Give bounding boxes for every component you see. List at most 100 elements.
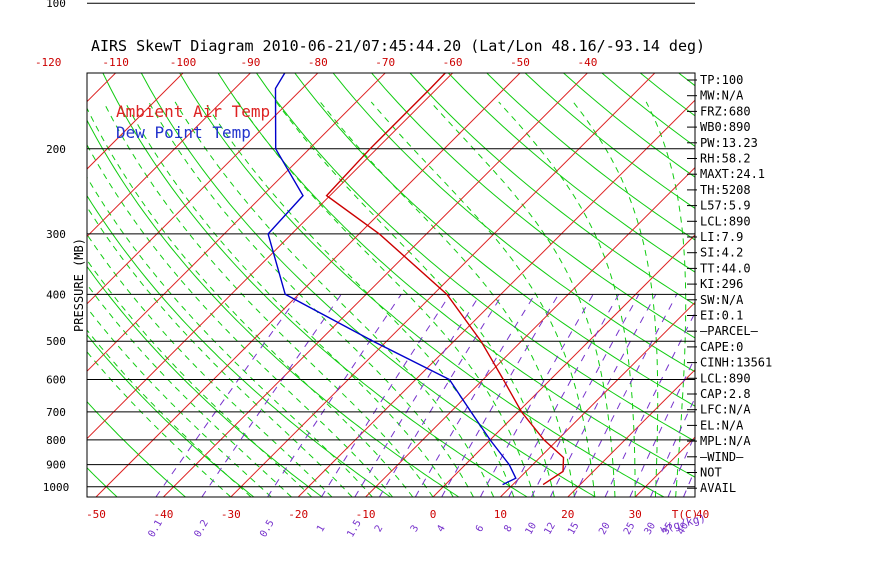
temp-tick-label-bottom: -10 [356,508,376,521]
isotherm [0,3,388,497]
chart-title: AIRS SkewT Diagram 2010-06-21/07:45:44.2… [91,37,705,55]
mixing-ratio-tick-label: 30 [643,521,659,537]
indices-item: SW:N/A [700,293,744,307]
dry-adiabat [0,3,49,497]
pressure-tick-label: 300 [46,228,66,241]
mixing-ratio-tick-label: 6 [474,523,487,534]
pressure-tick-label: 200 [46,143,66,156]
temp-tick-label-bottom: 20 [561,508,574,521]
pressure-tick-label: 1000 [43,481,70,494]
moist-adiabat [276,102,554,497]
mixing-ratio-tick-label: 10 [524,521,540,537]
indices-item: MAXT:24.1 [700,167,765,181]
dry-adiabat [807,3,870,497]
temp-tick-label-top: -100 [170,56,197,69]
legend-ambient-air-temp: Ambient Air Temp [116,102,270,121]
mixing-ratio-tick-label: 12 [542,521,558,537]
mixing-ratio-line [532,294,639,497]
moist-adiabat [84,102,413,497]
dry-adiabat [773,3,870,497]
temp-tick-label-top: -40 [577,56,597,69]
indices-item: RH:58.2 [700,152,751,166]
indices-item: L57:5.9 [700,199,751,213]
indices-item: FRZ:680 [700,104,751,118]
isotherm [500,3,870,497]
mixing-ratio-line [355,294,480,497]
moist-adiabats [0,102,762,497]
pressure-tick-label: 400 [46,288,66,301]
mixing-ratio-line [268,294,402,497]
dry-adiabat [842,3,870,497]
mixing-ratio-tick-label: 2 [373,523,386,534]
indices-item: —WIND— [700,450,744,464]
indices-item: CAPE:0 [700,340,743,354]
indices-item: EL:N/A [700,418,744,432]
dry-adiabat [0,3,322,497]
temp-tick-label-bottom: -50 [86,508,106,521]
isotherm [0,3,185,497]
dry-adiabat [74,3,527,497]
mixing-ratio-line [480,294,593,497]
moist-adiabat [49,102,373,497]
indices-item: TT:44.0 [700,261,751,275]
isotherm [433,3,870,497]
indices-item: TH:5208 [700,183,751,197]
temp-tick-label-bottom: 10 [494,508,507,521]
mixing-ratio-tick-label: 0.1 [146,518,165,539]
indices-item: LCL:890 [700,371,751,385]
isotherm [366,3,860,497]
mixing-ratio-tick-label: 0.2 [192,518,211,539]
moist-adiabat [0,102,251,497]
isotherm [0,3,118,497]
dry-adiabat [0,3,186,497]
dry-adiabat [668,3,870,497]
dry-adiabat [4,3,390,497]
mixing-ratio-tick-label: 4 [435,523,448,534]
temp-tick-label-top: -90 [240,56,260,69]
indices-item: TP:100 [700,73,743,87]
indices-item: WB0:890 [700,120,751,134]
indices-item: CINH:13561 [700,356,772,370]
temp-tick-label-top: -120 [35,56,62,69]
mixing-ratio-tick-label: 15 [566,521,582,537]
dry-adiabat [493,3,870,497]
mixing-ratio-tick-label: 1 [315,523,328,534]
indices-item: LI:7.9 [700,230,743,244]
pressure-tick-label: 700 [46,406,66,419]
indices-item: AVAIL [700,481,736,495]
dry-adiabat [0,3,254,497]
dry-adiabat [319,3,870,497]
pressure-tick-label: 500 [46,335,66,348]
moist-adiabat [431,102,615,497]
moist-adiabat [125,102,453,497]
dry-adiabat [249,3,869,497]
mixing-ratio-tick-label: 0.5 [258,518,277,539]
indices-item: LCL:890 [700,214,751,228]
isotherm [163,3,657,497]
isotherm [0,3,455,497]
dew-point-line [268,3,516,484]
dry-adiabat [354,3,870,497]
pressure-tick-label: 900 [46,459,66,472]
temp-tick-label-top: -50 [510,56,530,69]
temp-tick-label-top: -70 [375,56,395,69]
mixing-ratio-lines [156,294,774,497]
isotherm [837,3,870,497]
indices-item: CAP:2.8 [700,387,751,401]
indices-item: MW:N/A [700,89,744,103]
mixing-ratio-tick-label: 8 [502,523,515,534]
isotherm [0,3,253,497]
indices-item: —PARCEL— [700,324,759,338]
pressure-tick-label: 600 [46,373,66,386]
temp-tick-label-top: -60 [443,56,463,69]
legend: Ambient Air Temp Dew Point Temp [116,102,270,142]
indices-item: EI:0.1 [700,309,743,323]
moist-adiabat [371,102,595,497]
indices-item: NOT [700,466,722,480]
indices-item: SI:4.2 [700,246,743,260]
moist-adiabat [646,102,686,497]
mixing-ratio-tick-label: 20 [597,521,613,537]
mixing-ratio-tick-label: 1.5 [345,518,364,539]
temp-tick-label-bottom: 0 [430,508,437,521]
